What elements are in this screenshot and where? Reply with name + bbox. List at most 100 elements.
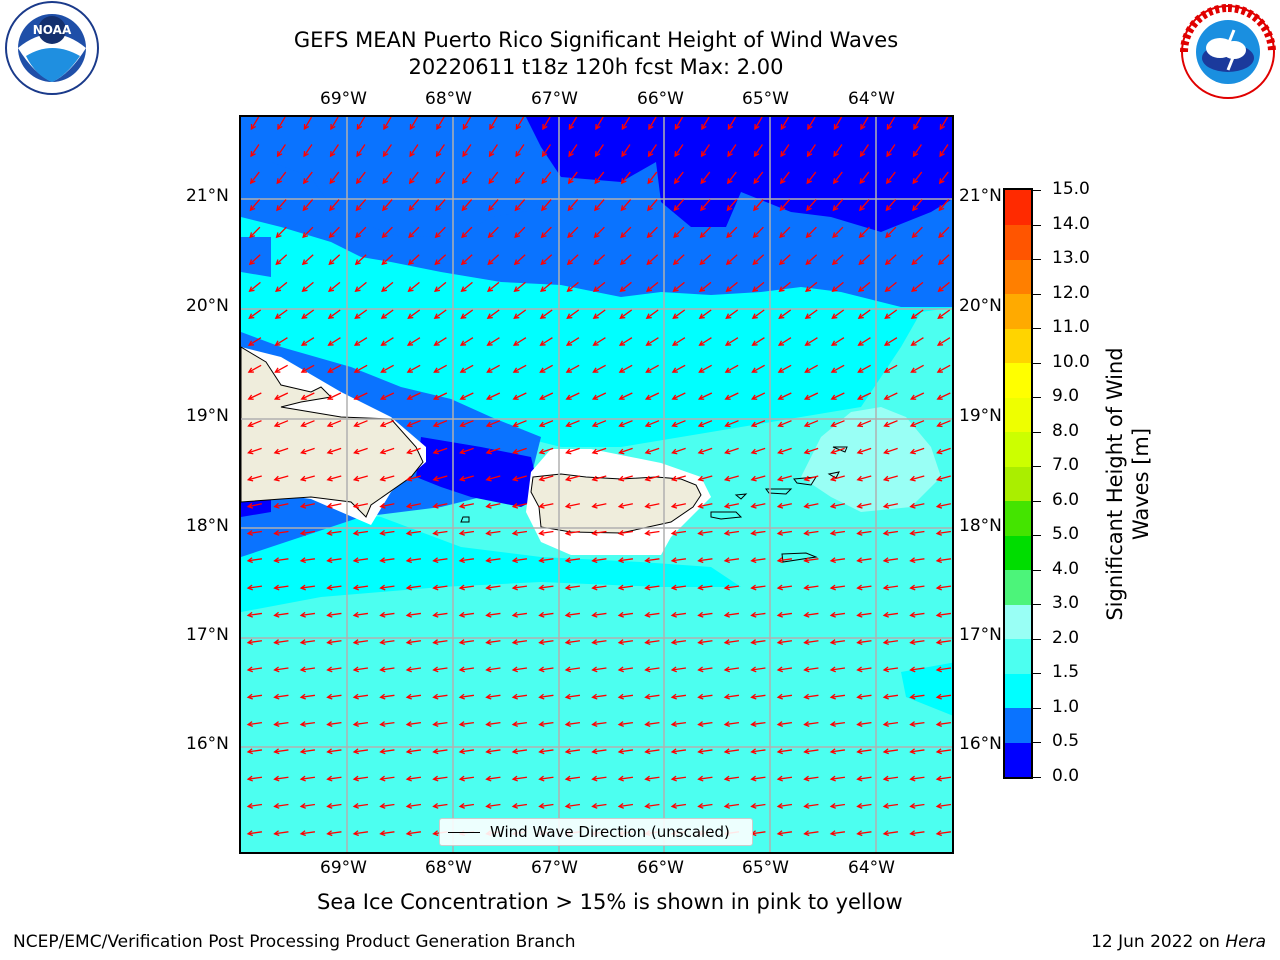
wave-direction-arrowhead [595,123,601,131]
wave-direction-arrowhead [776,748,783,755]
lon-label-top: 66°W [637,89,684,109]
wave-direction-arrow [300,612,316,617]
wave-direction-arrow [936,694,952,698]
wave-direction-arrowhead [458,802,465,809]
wave-direction-arrowhead [805,259,812,266]
wave-direction-arrow [327,530,342,535]
wave-direction-arrow [645,776,660,780]
wave-direction-arrowhead [379,666,386,673]
wave-direction-arrowhead [646,232,653,239]
lon-label-top: 65°W [742,89,789,109]
wave-direction-arrow [300,776,316,780]
wave-direction-arrowhead [355,232,362,239]
wave-direction-arrow [830,749,846,753]
wave-direction-arrow [512,530,528,535]
wave-direction-arrow [330,117,339,130]
wave-direction-arrow [806,199,817,211]
wave-direction-arrow [857,420,872,427]
wave-direction-arrowhead [326,421,334,428]
wave-direction-arrow [671,667,687,671]
wave-direction-arrowhead [352,502,360,509]
wave-direction-arrow [883,558,899,562]
wave-direction-arrowhead [885,178,892,185]
wave-direction-arrowhead [511,693,518,700]
wind-wave-direction-arrows [246,117,952,837]
wave-direction-arrowhead [699,259,706,266]
wave-direction-arrowhead [938,205,945,212]
wave-direction-arrowhead [408,178,415,185]
wave-direction-arrowhead [276,205,282,212]
wave-direction-arrowhead [565,394,572,400]
wave-direction-arrow [301,364,315,373]
wave-direction-arrow [645,392,660,400]
wave-direction-arrow [885,254,897,265]
wave-direction-arrowhead [512,394,519,400]
wave-direction-arrow [406,667,422,671]
wave-direction-arrow [858,364,871,373]
wave-direction-arrow [486,585,501,589]
wave-direction-arrowhead [912,178,919,185]
wave-direction-arrow [274,585,289,589]
wave-direction-arrow [618,558,634,562]
lat-label-left: 21°N [186,186,229,206]
wave-direction-arrowhead [246,666,253,673]
wave-direction-arrow [565,694,581,698]
wave-direction-arrowhead [512,340,520,346]
wave-direction-arrow [592,749,607,753]
wave-direction-arrow [751,420,766,427]
wave-direction-arrow [618,721,634,726]
wave-direction-arrow [725,503,739,508]
wave-direction-arrow [460,364,474,373]
wave-direction-arrowhead [831,286,838,293]
wave-direction-arrow [911,254,924,265]
wave-direction-arrow [459,585,475,589]
wave-direction-arrow [698,558,713,562]
wave-direction-arrowhead [299,584,306,591]
wave-direction-arrow [486,667,501,671]
wave-direction-arrow [539,803,554,808]
wave-direction-arrowhead [750,394,758,400]
wave-direction-arrowhead [515,151,521,158]
wave-direction-arrowhead [617,775,624,782]
wave-direction-arrow [353,803,369,808]
wave-direction-arrow [804,420,819,427]
wave-direction-arrowhead [353,394,360,400]
wave-direction-arrow [274,503,289,508]
wave-direction-arrow [804,475,819,481]
wave-direction-arrowhead [485,802,492,809]
wave-direction-arrowhead [432,530,439,536]
wave-direction-arrow [883,667,899,671]
wave-direction-arrow [858,309,871,319]
wave-direction-arrowhead [723,584,730,591]
wave-direction-arrow [460,503,474,508]
wave-direction-arrowhead [383,123,389,131]
wave-direction-arrowhead [432,830,439,837]
wave-direction-arrow [460,337,474,346]
wave-direction-arrowhead [462,151,468,158]
wave-direction-arrow [805,337,818,346]
wave-direction-arrow [539,749,554,753]
wave-direction-arrowhead [936,367,943,373]
wave-direction-arrow [593,309,606,319]
wave-direction-arrowhead [458,557,465,564]
wave-direction-arrowhead [673,178,680,185]
wave-direction-arrow [383,117,392,130]
wave-direction-arrowhead [619,259,626,266]
wave-direction-arrowhead [671,421,678,428]
wave-direction-arrowhead [515,123,522,131]
wave-direction-arrowhead [591,475,598,482]
wave-direction-arrow [754,144,763,157]
wave-direction-arrowhead [540,232,547,239]
wave-direction-arrow [486,803,501,808]
wave-direction-arrow [912,199,923,211]
wave-direction-arrow [488,171,499,184]
wave-direction-arrowhead [750,775,757,782]
wave-direction-arrow [619,503,633,508]
wave-direction-arrow [433,667,448,671]
wave-direction-arrow [804,640,819,644]
wave-direction-arrow [777,558,793,562]
wave-direction-arrow [884,392,898,400]
wave-direction-arrowhead [352,693,359,700]
wave-direction-arrow [698,530,713,535]
wave-direction-arrowhead [882,693,889,700]
